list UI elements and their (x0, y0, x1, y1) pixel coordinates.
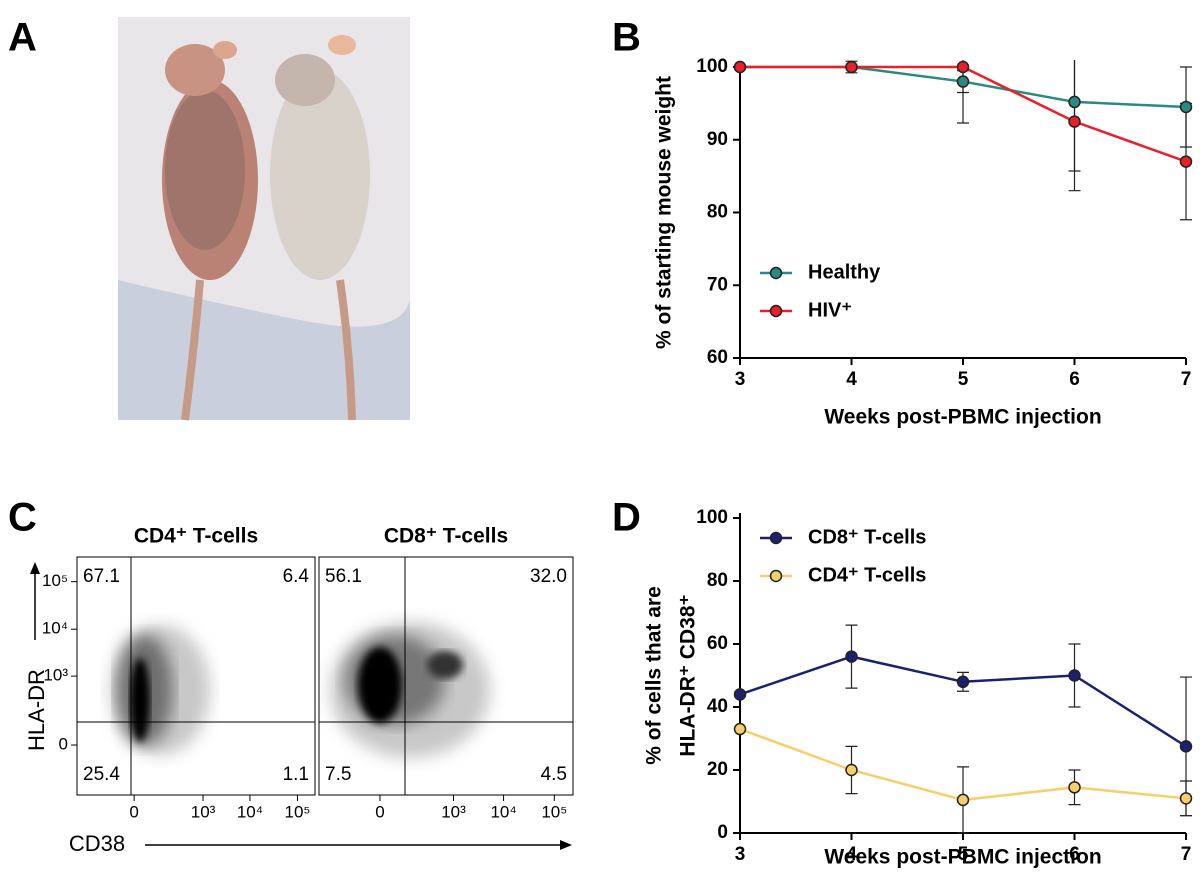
y-tick-label: 60 (707, 633, 728, 654)
x-tick-label: 3 (735, 369, 746, 390)
quadrant-label: 1.1 (283, 764, 309, 785)
plot-area (733, 624, 1193, 834)
x-tick-label: 7 (1181, 369, 1192, 390)
marker (733, 722, 747, 736)
marker (1068, 669, 1081, 682)
y-tick-label: 80 (707, 570, 728, 591)
y-tick-label: 20 (707, 759, 728, 780)
quadrant-label: 56.1 (325, 566, 362, 587)
legend-label: HIV⁺ (808, 299, 852, 321)
plot-title: CD4⁺ T-cells (134, 525, 258, 548)
x-tick-label: 3 (735, 844, 746, 865)
x-tick-label: 5 (958, 844, 969, 865)
y-tick-label: 100 (696, 507, 728, 528)
marker (1179, 792, 1193, 805)
y-axis-label: % of starting mouse weight (653, 76, 676, 349)
y-axis-label: HLA-DR (24, 669, 49, 751)
x-tick-label: 4 (846, 369, 857, 390)
x-tick-label: 10⁴ (237, 802, 263, 821)
x-tick-label: 4 (846, 844, 857, 865)
line (739, 655, 1187, 748)
legend-label: CD4⁺ T-cells (808, 564, 926, 586)
x-tick-label: 0 (375, 802, 384, 821)
marker (1068, 115, 1081, 128)
panel-label: B (612, 16, 641, 60)
marker (845, 60, 858, 74)
density-plot (77, 557, 315, 795)
x-axis-label: Weeks post-PBMC injection (824, 406, 1101, 429)
marker (845, 650, 858, 663)
photo (118, 17, 410, 421)
marker (733, 60, 747, 74)
y-tick-label: 10⁴ (42, 619, 68, 638)
legend-marker (769, 304, 783, 318)
marker (1179, 100, 1193, 114)
x-axis-label: CD38 (69, 831, 125, 856)
x-tick-label: 0 (129, 802, 138, 821)
y-tick-label: 0 (59, 735, 68, 754)
marker (956, 675, 970, 689)
panel-label: A (8, 16, 37, 60)
x-tick-label: 6 (1069, 844, 1080, 865)
quadrant-label: 6.4 (283, 566, 310, 587)
x-tick-label: 10³ (441, 802, 466, 821)
panel-label: D (612, 496, 641, 540)
marker (956, 60, 970, 74)
x-tick-label: 5 (958, 369, 969, 390)
y-tick-label: 10³ (43, 666, 68, 685)
y-tick-label: 40 (707, 696, 728, 717)
x-axis-label: Weeks post-PBMC injection (824, 846, 1101, 869)
quadrant-label: 7.5 (325, 764, 351, 785)
legend-label: CD8⁺ T-cells (808, 526, 926, 548)
marker (956, 75, 970, 88)
legend-marker (769, 569, 783, 583)
y-tick-label: 0 (717, 822, 728, 843)
x-tick-label: 10³ (191, 802, 216, 821)
marker (1068, 95, 1081, 109)
axis-arrows (30, 562, 572, 850)
y-tick-label: 80 (707, 202, 728, 223)
marker (1179, 740, 1193, 753)
y-tick-label: 60 (707, 347, 728, 368)
quadrant-label: 67.1 (83, 566, 120, 587)
marker (956, 793, 970, 807)
density-plot (319, 557, 573, 795)
panel-label: C (8, 496, 37, 540)
marker (845, 763, 858, 777)
marker (733, 688, 747, 701)
x-tick-label: 10⁵ (541, 802, 567, 821)
y-axis-label: HLA-DR⁺ CD38⁺ (677, 594, 700, 756)
legend-marker (769, 266, 783, 280)
y-tick-label: 70 (707, 274, 728, 295)
marker (1179, 155, 1193, 168)
marker (1068, 781, 1081, 794)
y-tick-label: 90 (707, 129, 728, 150)
quadrant-label: 25.4 (83, 764, 120, 785)
x-tick-label: 7 (1181, 844, 1192, 865)
y-tick-label: 100 (696, 56, 728, 77)
legend-label: Healthy (808, 261, 881, 283)
x-tick-label: 6 (1069, 369, 1080, 390)
y-axis-label: % of cells that are (643, 586, 666, 765)
x-tick-label: 10⁵ (284, 802, 310, 821)
plot-title: CD8⁺ T-cells (384, 525, 508, 548)
y-tick-label: 10⁵ (42, 571, 68, 590)
quadrant-label: 32.0 (530, 566, 567, 587)
x-tick-label: 10⁴ (490, 802, 516, 821)
plot-area (733, 60, 1193, 221)
legend-marker (769, 531, 783, 545)
quadrant-label: 4.5 (541, 764, 567, 785)
